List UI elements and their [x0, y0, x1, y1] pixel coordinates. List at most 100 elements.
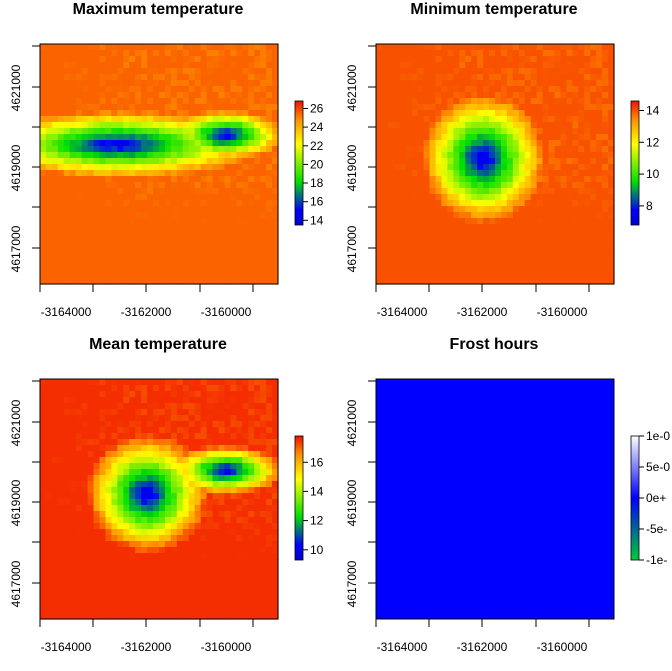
heatmap-cell — [176, 589, 184, 596]
heatmap-cell — [57, 278, 65, 285]
heatmap-cell — [242, 577, 249, 584]
heatmap-cell — [45, 595, 53, 602]
heatmap-cell — [188, 457, 196, 464]
heatmap-cell — [218, 122, 226, 129]
heatmap-cell — [206, 152, 214, 159]
heatmap-cell — [224, 571, 231, 578]
heatmap-cell — [57, 176, 65, 183]
heatmap-cell — [93, 278, 101, 285]
heatmap-cell — [87, 50, 95, 57]
heatmap-cell — [105, 451, 112, 458]
heatmap-cell — [188, 397, 196, 404]
heatmap-cell — [194, 212, 202, 219]
heatmap-cell — [465, 62, 472, 69]
heatmap-cell — [45, 50, 53, 57]
heatmap-cell — [200, 242, 208, 249]
heatmap-cell — [393, 176, 401, 183]
heatmap-cell — [602, 212, 609, 219]
heatmap-cell — [81, 80, 89, 87]
heatmap-cell — [500, 68, 508, 75]
heatmap-cell — [141, 457, 148, 464]
heatmap-cell — [423, 260, 431, 267]
heatmap-cell — [81, 98, 89, 105]
heatmap-cell — [495, 218, 502, 225]
heatmap-cell — [381, 98, 389, 105]
heatmap-cell — [477, 104, 484, 111]
heatmap-cell — [194, 439, 202, 446]
heatmap-cell — [69, 242, 77, 249]
heatmap-cell — [111, 397, 118, 404]
heatmap-cell — [206, 607, 214, 614]
heatmap-cell — [194, 487, 202, 494]
heatmap-cell — [206, 218, 214, 225]
heatmap-cell — [512, 242, 520, 249]
heatmap-cell — [429, 56, 437, 63]
heatmap-cell — [99, 583, 107, 590]
heatmap-cell — [51, 104, 59, 111]
heatmap-cell — [381, 248, 389, 255]
heatmap-cell — [159, 403, 166, 410]
heatmap-cell — [81, 230, 89, 237]
heatmap-cell — [417, 170, 425, 177]
heatmap-cell — [387, 92, 395, 99]
heatmap-cell — [447, 158, 454, 165]
heatmap-cell — [248, 481, 255, 488]
heatmap-cell — [75, 200, 83, 207]
heatmap-cell — [218, 224, 226, 231]
heatmap-cell — [164, 613, 172, 620]
heatmap-cell — [117, 595, 124, 602]
heatmap-cell — [63, 601, 71, 608]
heatmap-cell — [447, 212, 454, 219]
heatmap-cell — [572, 56, 579, 63]
heatmap-cell — [63, 493, 71, 500]
heatmap-cell — [117, 104, 124, 111]
heatmap-cell — [111, 499, 118, 506]
heatmap-cell — [40, 206, 47, 213]
heatmap-cell — [206, 601, 214, 608]
heatmap-cell — [566, 194, 573, 201]
heatmap-cell — [182, 194, 190, 201]
heatmap-cell — [266, 68, 273, 75]
heatmap-cell — [123, 421, 130, 428]
heatmap-cell — [182, 517, 190, 524]
heatmap-cell — [182, 116, 190, 123]
heatmap-cell — [471, 134, 478, 141]
heatmap-cell — [93, 439, 101, 446]
heatmap-cell — [87, 248, 95, 255]
heatmap-cell — [512, 194, 520, 201]
heatmap-cell — [489, 200, 496, 207]
heatmap-cell — [405, 122, 413, 129]
heatmap-cell — [111, 44, 118, 51]
heatmap-cell — [164, 140, 172, 147]
heatmap-cell — [242, 254, 249, 261]
heatmap-cell — [471, 56, 478, 63]
heatmap-cell — [63, 206, 71, 213]
heatmap-cell — [471, 260, 478, 267]
heatmap-cell — [164, 397, 172, 404]
heatmap-cell — [272, 457, 279, 464]
heatmap-cell — [548, 206, 556, 213]
heatmap-cell — [105, 176, 112, 183]
heatmap-cell — [578, 194, 585, 201]
heatmap-cell — [111, 56, 118, 63]
heatmap-cell — [506, 80, 514, 87]
heatmap-cell — [560, 68, 567, 75]
heatmap-cell — [596, 92, 603, 99]
heatmap-cell — [194, 391, 202, 398]
heatmap-cell — [57, 379, 65, 386]
heatmap-cell — [218, 230, 226, 237]
heatmap-cell — [506, 218, 514, 225]
heatmap-cell — [230, 541, 237, 548]
heatmap-cell — [254, 104, 261, 111]
heatmap-cell — [99, 206, 107, 213]
heatmap-cell — [87, 601, 95, 608]
heatmap-cell — [141, 122, 148, 129]
heatmap-cell — [129, 206, 136, 213]
heatmap-cell — [477, 146, 484, 153]
heatmap-cell — [182, 421, 190, 428]
heatmap-cell — [129, 266, 136, 273]
heatmap-cell — [170, 577, 178, 584]
heatmap-cell — [242, 475, 249, 482]
heatmap-cell — [393, 218, 401, 225]
heatmap-cell — [266, 409, 273, 416]
